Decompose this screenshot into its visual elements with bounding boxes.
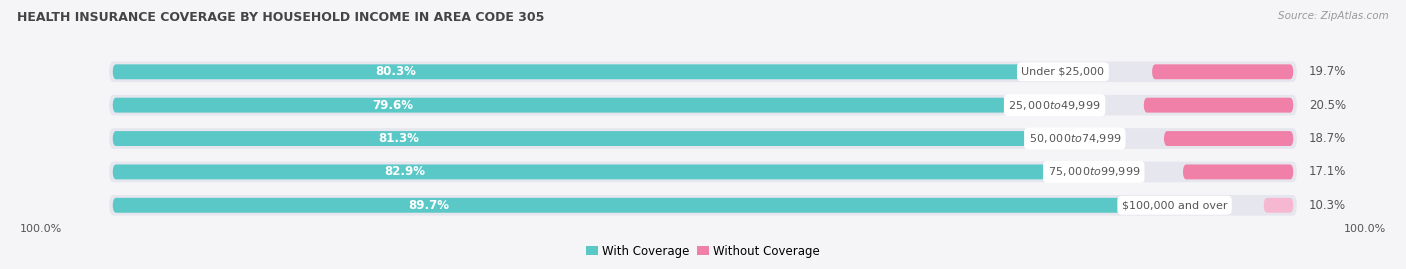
FancyBboxPatch shape [110,61,1296,82]
FancyBboxPatch shape [110,95,1296,115]
FancyBboxPatch shape [110,128,1296,149]
Text: 10.3%: 10.3% [1309,199,1346,212]
FancyBboxPatch shape [1152,64,1294,79]
Text: 79.6%: 79.6% [373,99,413,112]
Text: 82.9%: 82.9% [384,165,425,178]
Text: Source: ZipAtlas.com: Source: ZipAtlas.com [1278,11,1389,21]
Text: 100.0%: 100.0% [1344,224,1386,234]
FancyBboxPatch shape [1164,131,1294,146]
FancyBboxPatch shape [112,131,1074,146]
FancyBboxPatch shape [112,164,1094,179]
Text: 100.0%: 100.0% [20,224,62,234]
Text: Under $25,000: Under $25,000 [1021,67,1104,77]
FancyBboxPatch shape [1182,164,1294,179]
FancyBboxPatch shape [112,64,1063,79]
FancyBboxPatch shape [112,98,1054,113]
Text: $75,000 to $99,999: $75,000 to $99,999 [1047,165,1140,178]
Text: 89.7%: 89.7% [408,199,450,212]
Text: 81.3%: 81.3% [378,132,419,145]
FancyBboxPatch shape [1264,198,1294,213]
Text: 80.3%: 80.3% [375,65,416,78]
FancyBboxPatch shape [112,198,1174,213]
Text: $25,000 to $49,999: $25,000 to $49,999 [1008,99,1101,112]
Text: 19.7%: 19.7% [1309,65,1346,78]
FancyBboxPatch shape [1143,98,1294,113]
Legend: With Coverage, Without Coverage: With Coverage, Without Coverage [581,240,825,262]
Text: HEALTH INSURANCE COVERAGE BY HOUSEHOLD INCOME IN AREA CODE 305: HEALTH INSURANCE COVERAGE BY HOUSEHOLD I… [17,11,544,24]
Text: $50,000 to $74,999: $50,000 to $74,999 [1029,132,1121,145]
FancyBboxPatch shape [110,195,1296,216]
Text: 18.7%: 18.7% [1309,132,1346,145]
FancyBboxPatch shape [110,162,1296,182]
Text: 17.1%: 17.1% [1309,165,1346,178]
Text: 20.5%: 20.5% [1309,99,1346,112]
Text: $100,000 and over: $100,000 and over [1122,200,1227,210]
